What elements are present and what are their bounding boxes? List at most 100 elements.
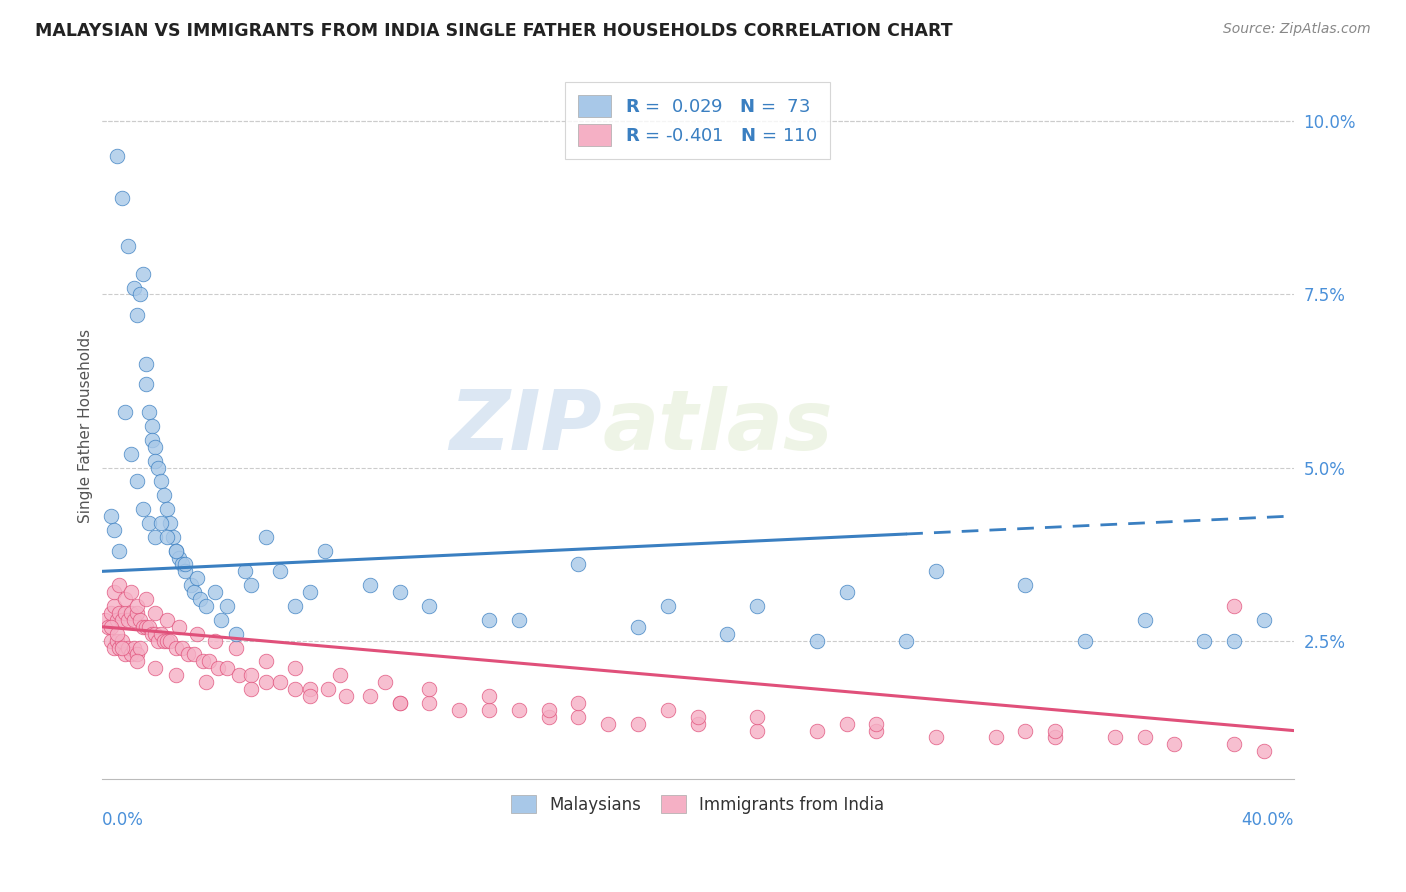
Point [156, 633, 179, 648]
Point [686, 716, 709, 731]
Point [1253, 744, 1275, 758]
Point [148, 633, 170, 648]
Point [177, 648, 200, 662]
Point [111, 613, 134, 627]
Point [254, 654, 277, 668]
Point [143, 626, 166, 640]
Point [478, 703, 501, 717]
Point [1014, 723, 1036, 738]
Point [143, 606, 166, 620]
Point [127, 654, 149, 668]
Point [111, 633, 134, 648]
Point [170, 558, 193, 572]
Point [141, 419, 163, 434]
Point [269, 565, 291, 579]
Point [186, 626, 208, 640]
Point [105, 149, 128, 163]
Point [170, 640, 193, 655]
Point [135, 620, 157, 634]
Point [93, 613, 115, 627]
Point [228, 668, 250, 682]
Point [215, 599, 238, 613]
Point [984, 731, 1007, 745]
Point [114, 405, 136, 419]
Point [806, 723, 828, 738]
Point [537, 710, 560, 724]
Point [204, 585, 226, 599]
Point [215, 661, 238, 675]
Point [143, 440, 166, 454]
Point [148, 460, 170, 475]
Point [806, 633, 828, 648]
Text: ZIP: ZIP [450, 385, 602, 467]
Point [747, 710, 769, 724]
Point [204, 633, 226, 648]
Point [100, 508, 122, 523]
Point [1253, 613, 1275, 627]
Point [188, 592, 211, 607]
Point [335, 689, 357, 703]
Point [284, 681, 307, 696]
Point [508, 613, 530, 627]
Point [186, 571, 208, 585]
Point [120, 585, 142, 599]
Point [284, 661, 307, 675]
Point [388, 696, 411, 710]
Point [97, 620, 120, 634]
Point [117, 640, 139, 655]
Point [124, 613, 146, 627]
Text: 40.0%: 40.0% [1241, 811, 1294, 829]
Point [567, 710, 589, 724]
Point [478, 689, 501, 703]
Point [114, 648, 136, 662]
Point [120, 648, 142, 662]
Legend: Malaysians, Immigrants from India: Malaysians, Immigrants from India [501, 785, 894, 823]
Point [150, 475, 173, 489]
Point [1104, 731, 1126, 745]
Point [329, 668, 352, 682]
Point [299, 585, 322, 599]
Point [141, 626, 163, 640]
Point [254, 530, 277, 544]
Point [239, 668, 262, 682]
Point [508, 703, 530, 717]
Point [141, 433, 163, 447]
Point [314, 543, 336, 558]
Point [105, 633, 128, 648]
Point [132, 620, 155, 634]
Point [374, 675, 396, 690]
Point [129, 640, 152, 655]
Point [627, 620, 650, 634]
Point [127, 606, 149, 620]
Point [165, 640, 187, 655]
Point [1045, 723, 1067, 738]
Point [299, 689, 322, 703]
Point [129, 613, 152, 627]
Point [150, 516, 173, 530]
Point [1133, 613, 1156, 627]
Point [627, 716, 650, 731]
Point [191, 654, 214, 668]
Point [1045, 731, 1067, 745]
Point [1192, 633, 1215, 648]
Point [284, 599, 307, 613]
Point [135, 377, 157, 392]
Point [103, 640, 125, 655]
Point [108, 543, 131, 558]
Point [143, 453, 166, 467]
Point [1074, 633, 1097, 648]
Point [418, 599, 440, 613]
Point [1014, 578, 1036, 592]
Point [108, 606, 131, 620]
Point [1223, 599, 1246, 613]
Point [143, 661, 166, 675]
Point [239, 681, 262, 696]
Point [418, 681, 440, 696]
Point [449, 703, 471, 717]
Point [194, 599, 217, 613]
Point [100, 633, 122, 648]
Y-axis label: Single Father Households: Single Father Households [79, 329, 93, 523]
Point [165, 543, 187, 558]
Point [388, 585, 411, 599]
Point [165, 668, 187, 682]
